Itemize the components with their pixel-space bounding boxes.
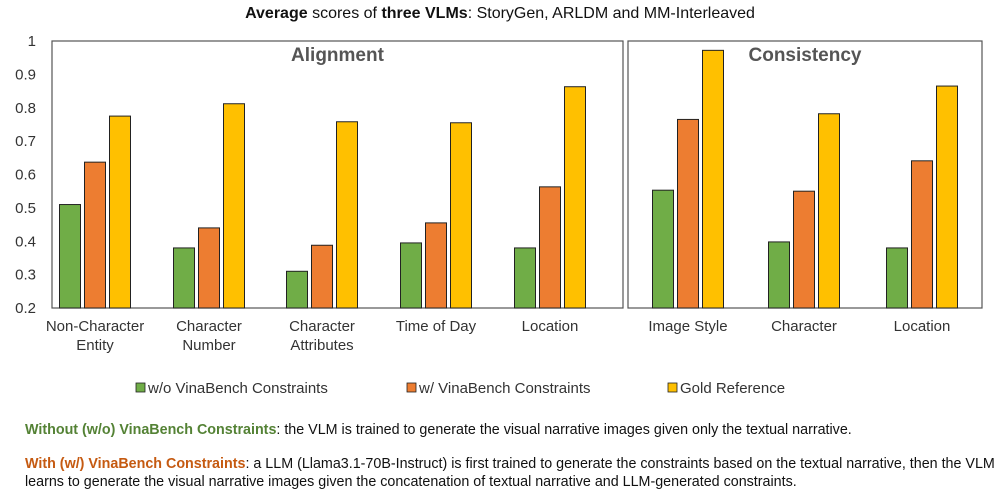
x-tick-label: Image Style — [648, 318, 727, 335]
bar-gold — [223, 103, 245, 309]
bar-w — [84, 161, 106, 309]
x-tick-label: Number — [182, 337, 235, 354]
legend-label-gold: Gold Reference — [680, 380, 785, 397]
chart-title: Average scores of three VLMs: StoryGen, … — [0, 5, 1000, 23]
y-tick-label-5: 0.5 — [15, 200, 36, 217]
title-part-3: : StoryGen, ARLDM and MM-Interleaved — [467, 5, 755, 22]
legend-label-w: w/ VinaBench Constraints — [418, 380, 590, 397]
x-tick-label: Location — [522, 318, 579, 335]
x-tick-label: Entity — [76, 337, 114, 354]
note-with-lead: With (w/) VinaBench Constraints — [25, 456, 246, 472]
y-tick-label-4: 0.6 — [15, 167, 36, 184]
bar-w — [911, 160, 933, 309]
y-tick-label-6: 0.4 — [15, 233, 36, 250]
x-tick-label: Character — [289, 318, 355, 335]
bar-gold — [336, 121, 358, 309]
y-tick-label-8: 0.2 — [15, 300, 36, 317]
bar-w — [539, 186, 561, 309]
bar-w — [198, 227, 220, 309]
x-tick-label: Time of Day — [396, 318, 477, 335]
note-with-text: : a LLM (Llama3.1-70B-Instruct) is first… — [25, 456, 995, 490]
bar-gold — [702, 49, 724, 309]
bar-w — [677, 118, 699, 309]
x-tick-label: Location — [894, 318, 951, 335]
y-tick-label-7: 0.3 — [15, 267, 36, 284]
panel-title-alignment: Alignment — [291, 45, 385, 66]
legend-label-wo: w/o VinaBench Constraints — [147, 380, 328, 397]
x-tick-label: Attributes — [290, 337, 353, 354]
note-without-constraints: Without (w/o) VinaBench Constraints: the… — [25, 421, 852, 439]
bar-chart: 1 0.9 0.8 0.7 0.6 0.5 0.4 0.3 0.2 Alignment Non-Ch… — [15, 33, 983, 397]
x-tick-label: Non-Character — [46, 318, 144, 335]
bar-wo — [173, 247, 195, 309]
bar-w — [425, 222, 447, 309]
x-tick-label: Character — [771, 318, 837, 335]
y-tick-label-0: 1 — [28, 33, 36, 50]
note-without-lead: Without (w/o) VinaBench Constraints — [25, 422, 277, 438]
bar-gold — [818, 113, 840, 309]
title-part-0: Average — [245, 5, 308, 22]
note-without-text: : the VLM is trained to generate the vis… — [276, 422, 852, 438]
bar-gold — [564, 86, 586, 309]
y-tick-label-2: 0.8 — [15, 100, 36, 117]
title-part-2: three VLMs — [381, 5, 468, 22]
x-tick-label: Character — [176, 318, 242, 335]
y-tick-label-3: 0.7 — [15, 133, 36, 150]
bar-gold — [936, 85, 958, 309]
bar-gold — [109, 115, 131, 309]
bar-wo — [768, 241, 790, 309]
bar-wo — [886, 247, 908, 309]
bar-wo — [400, 242, 422, 309]
legend-swatch-wo — [135, 382, 146, 393]
bar-wo — [652, 189, 674, 309]
y-tick-label-1: 0.9 — [15, 66, 36, 83]
bar-wo — [286, 270, 308, 309]
note-with-constraints: With (w/) VinaBench Constraints: a LLM (… — [25, 455, 1000, 491]
bar-wo — [59, 204, 81, 309]
bar-w — [311, 244, 333, 309]
bar-w — [793, 190, 815, 309]
bar-gold — [450, 122, 472, 309]
legend-swatch-gold — [667, 382, 678, 393]
panel-title-consistency: Consistency — [749, 45, 862, 66]
legend-swatch-w — [406, 382, 417, 393]
bar-wo — [514, 247, 536, 309]
title-part-1: scores of — [307, 5, 382, 22]
